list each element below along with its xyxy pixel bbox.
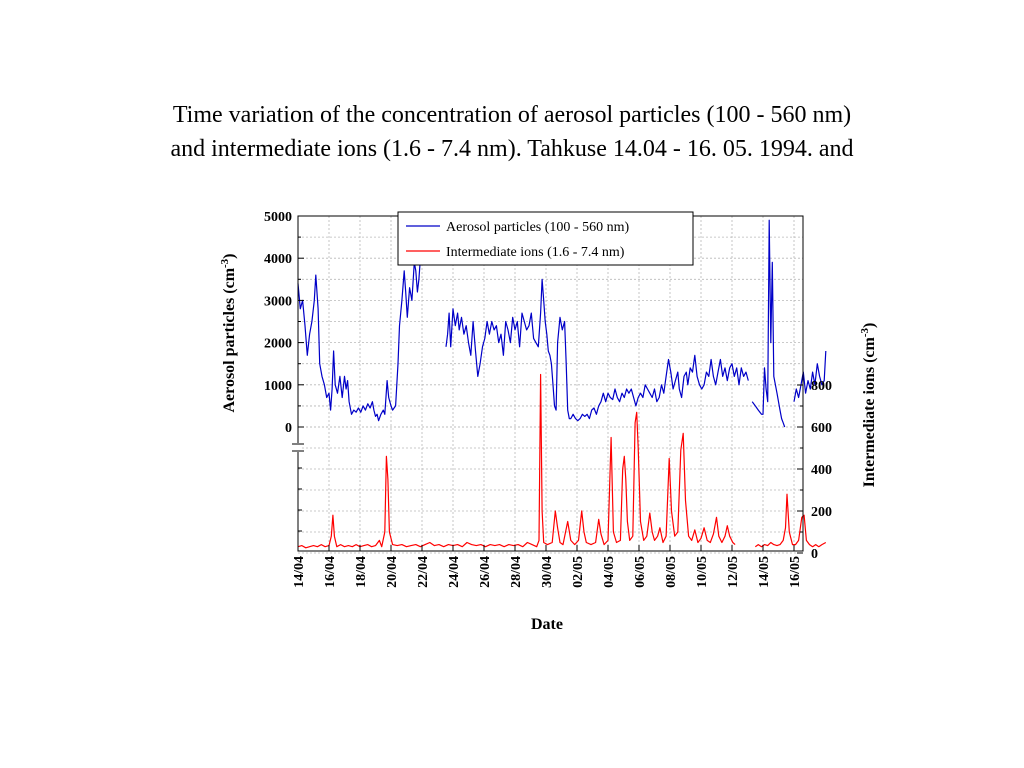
- x-tick-label: 22/04: [416, 556, 431, 588]
- right-tick-label: 400: [811, 463, 832, 478]
- x-tick-label: 14/05: [757, 556, 772, 588]
- x-tick-label: 08/05: [664, 556, 679, 588]
- axis-break-gap: [294, 443, 302, 452]
- legend-box: [397, 211, 694, 266]
- chart-title-line-2: and intermediate ions (1.6 - 7.4 nm). Ta…: [170, 136, 854, 162]
- legend: Aerosol particles (100 - 560 nm) Intermed…: [397, 211, 694, 266]
- right-axis-title-main: Intermediate ions (cm: [861, 336, 878, 487]
- series-layer: [297, 219, 827, 549]
- x-tick-label: 16/05: [788, 556, 803, 588]
- x-tick-label: 24/04: [447, 556, 462, 588]
- left-tick-label: 5000: [264, 210, 292, 225]
- left-axis-title-exp: -3: [219, 258, 231, 268]
- right-tick-label: 600: [811, 421, 832, 436]
- x-axis-title: Date: [531, 616, 563, 633]
- left-tick-label: 1000: [264, 379, 292, 394]
- legend-label: Aerosol particles (100 - 560 nm): [446, 220, 629, 235]
- x-tick-label: 26/04: [478, 556, 493, 588]
- x-tick-label: 30/04: [540, 556, 555, 588]
- x-tick-label: 02/05: [571, 556, 586, 588]
- right-tick-label: 200: [811, 505, 832, 520]
- left-axis-title-close: ): [221, 253, 238, 258]
- right-axis-title-close: ): [861, 323, 878, 328]
- x-tick-label: 20/04: [385, 556, 400, 588]
- right-tick-label: 800: [811, 379, 832, 394]
- right-tick-label: 0: [811, 547, 818, 562]
- x-tick-label: 10/05: [695, 556, 710, 588]
- left-tick-label: 2000: [264, 337, 292, 352]
- x-tick-label: 18/04: [354, 556, 369, 588]
- x-tick-label: 28/04: [509, 556, 524, 588]
- x-tick-label: 16/04: [323, 556, 338, 588]
- left-tick-label: 4000: [264, 252, 292, 267]
- x-tick-label: 14/04: [292, 556, 307, 588]
- axes-layer: 0 1000 2000 3000 4000 5000 0 200 400 600 800 14/04 1…: [219, 210, 878, 633]
- x-tick-label: 06/05: [633, 556, 648, 588]
- left-tick-label: 3000: [264, 294, 292, 309]
- grid-layer: [297, 215, 803, 554]
- ion-series-line: [297, 373, 827, 549]
- x-tick-label: 12/05: [726, 556, 741, 588]
- plot-frame: [297, 215, 804, 552]
- chart-title-line-1: Time variation of the concentration of a…: [172, 102, 852, 128]
- right-axis-title: Intermediate ions (cm-3): [859, 323, 878, 488]
- legend-label: Intermediate ions (1.6 - 7.4 nm): [446, 245, 625, 260]
- left-tick-label: 0: [285, 421, 292, 436]
- x-tick-label: 04/05: [602, 556, 617, 588]
- left-axis-title-main: Aerosol particles (cm: [221, 267, 238, 412]
- left-axis-title: Aerosol particles (cm-3): [219, 253, 238, 412]
- right-axis-title-exp: -3: [859, 327, 871, 337]
- aerosol-series-line: [297, 219, 827, 428]
